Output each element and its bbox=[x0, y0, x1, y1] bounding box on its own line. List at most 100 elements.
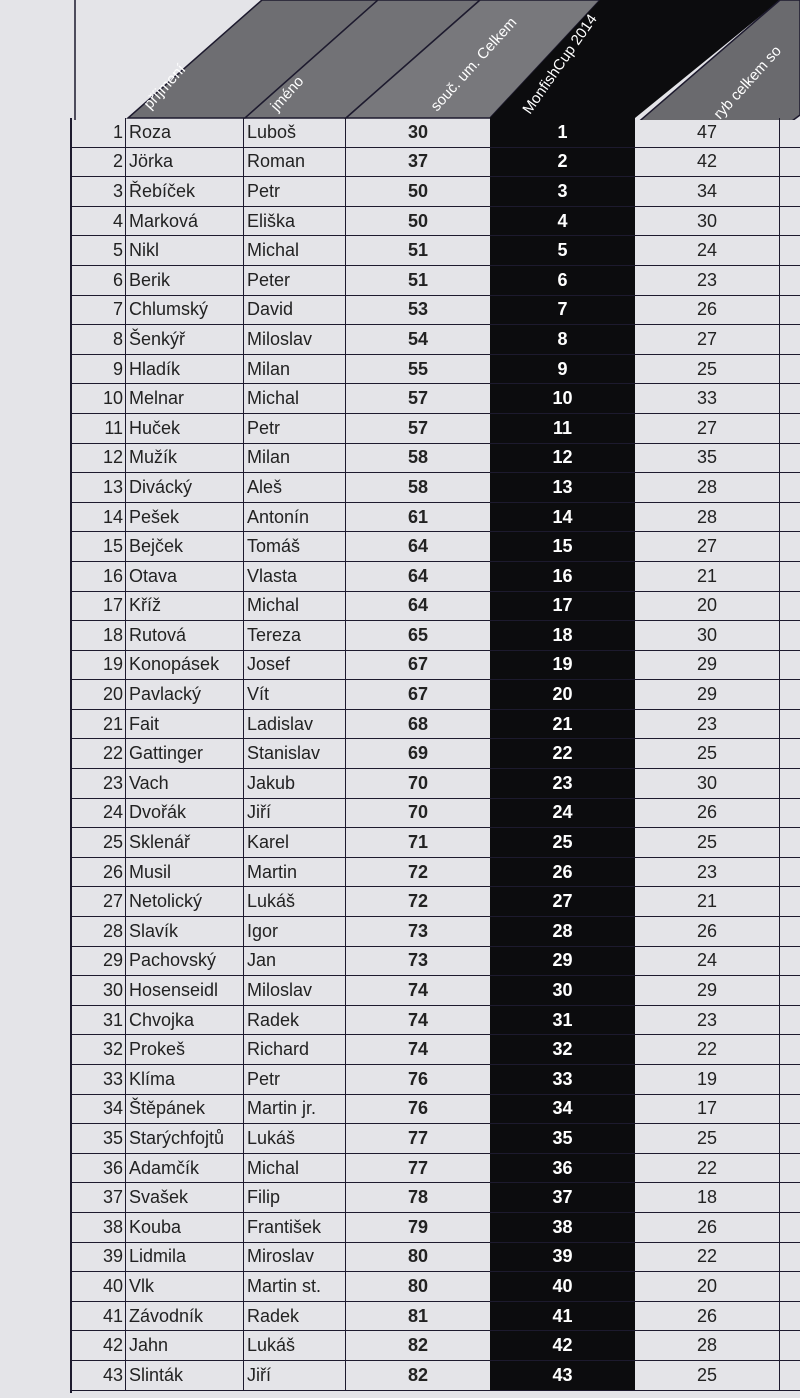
score-total-cell: 72 bbox=[407, 861, 429, 882]
surname-cell: Mužík bbox=[126, 443, 244, 473]
next-column-cell bbox=[780, 1035, 800, 1064]
table-row: 3 Řebíček Petr 50 3 34 bbox=[70, 177, 800, 207]
row-number-cell: 42 bbox=[70, 1331, 126, 1360]
score-total-cell: 65 bbox=[407, 624, 429, 645]
cup-rank-cell: 43 bbox=[490, 1360, 635, 1390]
surname-cell: Musil bbox=[126, 857, 244, 887]
score-total-cell: 53 bbox=[407, 299, 429, 320]
table-row: 37 Svašek Filip 78 37 18 bbox=[70, 1183, 800, 1213]
score-total-cell: 69 bbox=[407, 743, 429, 764]
row-number-cell: 43 bbox=[70, 1360, 126, 1390]
surname-cell: Závodník bbox=[126, 1301, 244, 1331]
row-number-cell: 9 bbox=[70, 354, 126, 384]
row-number-cell: 35 bbox=[70, 1124, 126, 1153]
fish-total-cell: 25 bbox=[635, 828, 780, 857]
row-number-cell: 15 bbox=[70, 532, 126, 561]
fish-total-cell: 29 bbox=[635, 650, 780, 680]
cup-rank-cell: 6 bbox=[490, 265, 635, 295]
row-number-cell: 33 bbox=[70, 1065, 126, 1094]
first-name-cell: Martin jr. bbox=[244, 1094, 346, 1124]
fish-total-cell: 23 bbox=[635, 265, 780, 295]
row-number-cell: 16 bbox=[70, 561, 126, 591]
first-name-cell: Miloslav bbox=[244, 325, 346, 354]
surname-cell: Nikl bbox=[126, 236, 244, 265]
row-number-cell: 41 bbox=[70, 1301, 126, 1331]
row-number-cell: 22 bbox=[70, 739, 126, 769]
cup-rank-cell: 30 bbox=[490, 976, 635, 1005]
score-total-cell: 80 bbox=[407, 1275, 429, 1296]
table-row: 26 Musil Martin 72 26 23 bbox=[70, 857, 800, 888]
surname-cell: Štěpánek bbox=[126, 1094, 244, 1124]
surname-cell: Klíma bbox=[126, 1065, 244, 1094]
cup-rank-cell: 24 bbox=[490, 798, 635, 828]
header-band-surname bbox=[126, 0, 380, 119]
cup-rank-cell: 14 bbox=[490, 502, 635, 532]
row-number-cell: 40 bbox=[70, 1272, 126, 1301]
next-column-cell bbox=[780, 1213, 800, 1242]
table-row: 9 Hladík Milan 55 9 25 bbox=[70, 354, 800, 385]
first-name-cell: Lukáš bbox=[244, 1124, 346, 1153]
score-total-cell: 68 bbox=[407, 713, 429, 734]
surname-cell: Šenkýř bbox=[126, 325, 244, 354]
table-row: 7 Chlumský David 53 7 26 bbox=[70, 295, 800, 326]
cup-rank-cell: 8 bbox=[490, 325, 635, 354]
row-number-cell: 8 bbox=[70, 325, 126, 354]
score-total-cell: 73 bbox=[407, 920, 429, 941]
table-row: 11 Huček Petr 57 11 27 bbox=[70, 413, 800, 444]
score-total-cell: 64 bbox=[407, 536, 429, 557]
fish-total-cell: 42 bbox=[635, 147, 780, 177]
row-number-cell: 32 bbox=[70, 1035, 126, 1064]
row-number-cell: 10 bbox=[70, 384, 126, 413]
score-total-cell: 70 bbox=[407, 772, 429, 793]
next-column-cell bbox=[780, 148, 800, 177]
score-total-cell: 51 bbox=[407, 240, 429, 261]
score-total-cell: 64 bbox=[407, 595, 429, 616]
fish-total-cell: 28 bbox=[635, 473, 780, 502]
table-row: 18 Rutová Tereza 65 18 30 bbox=[70, 621, 800, 651]
surname-cell: Chlumský bbox=[126, 295, 244, 325]
score-total-cell: 67 bbox=[407, 684, 429, 705]
score-total-cell: 72 bbox=[407, 891, 429, 912]
row-number-cell: 14 bbox=[70, 502, 126, 532]
fish-total-cell: 24 bbox=[635, 236, 780, 265]
surname-cell: Vach bbox=[126, 769, 244, 798]
cup-rank-cell: 17 bbox=[490, 591, 635, 621]
table-row: 24 Dvořák Jiří 70 24 26 bbox=[70, 798, 800, 829]
score-total-cell: 61 bbox=[407, 506, 429, 527]
first-name-cell: Miroslav bbox=[244, 1242, 346, 1272]
next-column-cell bbox=[780, 444, 800, 473]
cup-rank-cell: 25 bbox=[490, 828, 635, 857]
surname-cell: Adamčík bbox=[126, 1153, 244, 1183]
first-name-cell: Peter bbox=[244, 265, 346, 295]
next-column-cell bbox=[780, 207, 800, 236]
table-row: 40 Vlk Martin st. 80 40 20 bbox=[70, 1272, 800, 1302]
score-total-cell: 81 bbox=[407, 1305, 429, 1326]
row-number-cell: 1 bbox=[70, 118, 126, 147]
cup-rank-cell: 7 bbox=[490, 295, 635, 325]
cup-rank-cell: 15 bbox=[490, 532, 635, 561]
table-row: 20 Pavlacký Vít 67 20 29 bbox=[70, 680, 800, 710]
surname-cell: Pavlacký bbox=[126, 680, 244, 709]
cup-rank-cell: 37 bbox=[490, 1183, 635, 1212]
table-row: 35 Starýchfojtů Lukáš 77 35 25 bbox=[70, 1124, 800, 1154]
fish-total-cell: 47 bbox=[635, 118, 780, 147]
next-column-cell bbox=[780, 177, 800, 206]
first-name-cell: Milan bbox=[244, 354, 346, 384]
next-column-cell bbox=[780, 680, 800, 709]
surname-cell: Starýchfojtů bbox=[126, 1124, 244, 1153]
surname-cell: Bejček bbox=[126, 532, 244, 561]
cup-rank-cell: 27 bbox=[490, 887, 635, 917]
fish-total-cell: 25 bbox=[635, 739, 780, 769]
next-column-cell bbox=[780, 296, 800, 325]
cup-rank-cell: 13 bbox=[490, 473, 635, 502]
first-name-cell: Michal bbox=[244, 591, 346, 621]
surname-cell: Gattinger bbox=[126, 739, 244, 769]
row-number-cell: 30 bbox=[70, 976, 126, 1005]
first-name-cell: Josef bbox=[244, 650, 346, 680]
table-row: 12 Mužík Milan 58 12 35 bbox=[70, 443, 800, 474]
surname-cell: Otava bbox=[126, 561, 244, 591]
fish-total-cell: 23 bbox=[635, 709, 780, 739]
row-number-cell: 38 bbox=[70, 1212, 126, 1242]
first-name-cell: Luboš bbox=[244, 118, 346, 147]
score-total-cell: 71 bbox=[407, 832, 429, 853]
